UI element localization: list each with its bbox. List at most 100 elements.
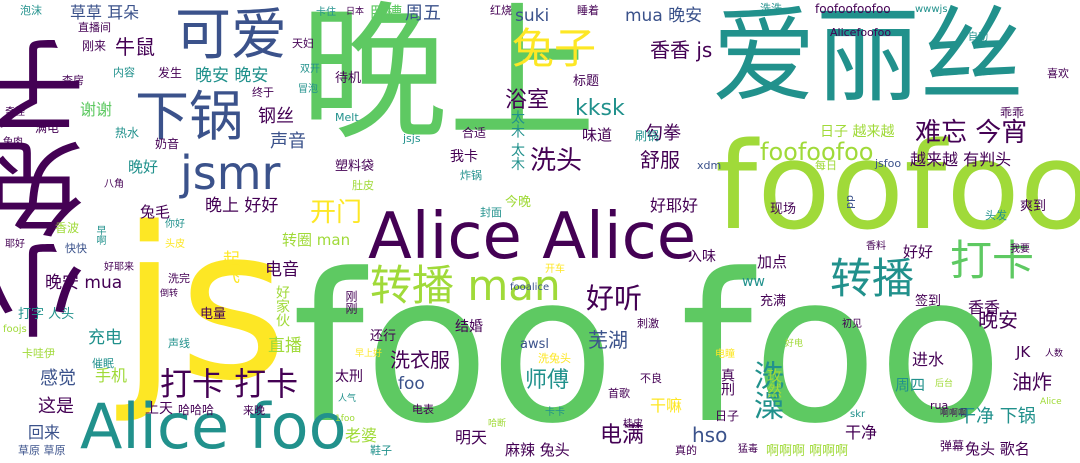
word-kaka: 卡卡 <box>545 407 565 418</box>
word-zaoa: 早啊 <box>94 225 105 245</box>
word-biaoti: 标题 <box>573 74 600 89</box>
word-diantong: 电瞳 <box>715 349 735 360</box>
word-maopao: 冒泡 <box>298 84 318 95</box>
word-naiyin: 奶音 <box>155 137 180 151</box>
word-foofoofoo: foofoofoo <box>760 138 874 166</box>
word-chongdian: 充电 <box>88 328 122 348</box>
word-yuelaiyue-youpantou: 越来越 有判头 <box>910 150 1012 169</box>
word-xiangbo: 香波 <box>55 221 80 235</box>
word-aaa-aaa: 啊啊啊 啊啊啊 <box>766 444 849 459</box>
word-zhuanquan-man: 转圈 man <box>282 231 351 249</box>
word-hongshao: 红烧 <box>490 4 512 17</box>
word-tutou-geming: 兔头 歌名 <box>965 440 1030 458</box>
word-chongman: 充满 <box>760 294 787 309</box>
word-daka: 打卡 <box>950 236 1035 285</box>
word-zhongyu: 终于 <box>252 86 274 99</box>
word-houtai: 后台 <box>935 379 954 389</box>
word-foo: foo <box>398 374 425 394</box>
word-zhousi: 周四 <box>895 376 926 394</box>
word-zhibojian: 直播间 <box>78 21 111 34</box>
word-jsfoo: jsfoo <box>875 157 902 170</box>
word-daozhuan: 倒转 <box>160 289 179 299</box>
word-jinshui: 进水 <box>912 350 945 369</box>
word-youzha: 油炸 <box>1012 370 1052 394</box>
word-wanshang-haohao: 晚上 好好 <box>205 196 279 216</box>
word-meiran: 玫然 <box>765 368 783 398</box>
word-heshi: 合适 <box>462 126 487 140</box>
word-wwwjs: wwwjs <box>915 4 948 15</box>
word-bajiao: 八角 <box>104 179 124 190</box>
word-kaimen: 开门 <box>310 198 363 228</box>
word-ruwei: 入味 <box>688 249 716 265</box>
word-ganjue: 感觉 <box>40 368 76 389</box>
word-foojs: foojs <box>3 324 27 335</box>
word-shouji: 手机 <box>95 366 128 385</box>
word-guipi: 桂皮 <box>623 419 643 430</box>
word-daiji: 待机 <box>335 71 362 86</box>
word-zhouwu: 周五 <box>405 3 441 24</box>
word-zhibo: 直播 <box>268 336 302 356</box>
word-js: js <box>120 182 288 427</box>
word-weidao: 味道 <box>582 126 613 144</box>
word-hso: hso <box>692 423 728 447</box>
word-chafang: 查房 <box>62 74 84 87</box>
word-awsl: awsl <box>520 337 549 352</box>
word-mala-tutou: 麻辣 兔头 <box>505 441 570 459</box>
word-neirong: 内容 <box>113 66 135 79</box>
word-huilai: 回来 <box>28 423 61 442</box>
word-dianbiao: 电表 <box>412 403 434 416</box>
word-nanwang-jinxiao: 难忘 今宵 <box>915 118 1028 148</box>
word-toufa: 头发 <box>985 209 1007 222</box>
word-kazhu: 卡住 <box>316 7 336 18</box>
word-suliaodai: 塑料袋 <box>335 159 375 174</box>
word-xiaguo: 下锅 <box>135 85 243 148</box>
word-turou: 兔肉 <box>3 137 23 148</box>
word-mengdu: 猛毒 <box>738 444 758 455</box>
word-alicefoofoo: Alicefoofoo <box>830 26 892 39</box>
word-wanan-wanan: 晚安 晚安 <box>195 66 269 86</box>
word-wanhao: 晚好 <box>128 158 159 176</box>
word-gangsi: 钢丝 <box>258 106 294 127</box>
word-alice-foo: Alice foo <box>80 390 347 463</box>
word-haduan: 哈断 <box>488 419 507 429</box>
word-qifei: 起飞 <box>219 250 239 284</box>
word-nihao: 你好 <box>165 219 185 230</box>
word-keai: 可爱 <box>175 3 287 68</box>
word-taimu-taimu: 太木 太木 <box>509 110 525 171</box>
word-cuimian: 催眠 <box>92 357 114 370</box>
word-meiri: 每日 <box>815 159 837 172</box>
word-jiadian: 加点 <box>757 253 788 271</box>
word-xitutou: 洗兔头 <box>538 352 571 365</box>
word-laiwan: 来晚 <box>243 404 265 417</box>
word-laopo: 老婆 <box>345 426 378 445</box>
word-wanan-mua: 晚安 mua <box>45 273 123 293</box>
word-xiangxiang-js: 香香 js <box>650 38 713 62</box>
word-caocao-erduo: 草草 耳朵 <box>70 3 140 22</box>
word-dianyin: 电音 <box>265 260 299 280</box>
word-ganjing-xiaguo: 干净 下锅 <box>958 406 1036 427</box>
word-jiehun: 结婚 <box>455 319 483 335</box>
word-fasheng: 发生 <box>158 66 183 80</box>
word-woka: 我卡 <box>450 149 478 165</box>
word-zhende: 真的 <box>675 444 697 457</box>
word-dupi: 肚皮 <box>352 179 374 192</box>
word-tumao: 兔毛 <box>140 203 171 221</box>
word-1foo: 1foo <box>335 414 355 424</box>
word-dazi-rentou: 打字 人头 <box>18 307 75 322</box>
word-xiyifu: 洗衣服 <box>390 348 450 372</box>
word-shuangkai: 双开 <box>300 64 320 75</box>
word-rua: rua <box>930 399 949 412</box>
word-shifu: 师傅 <box>525 368 570 393</box>
word-ganjing: 干净 <box>845 423 878 442</box>
word-ailisi: 爱丽丝 <box>712 0 1025 117</box>
word-shufu: 舒服 <box>640 148 680 172</box>
word-zidong: 自动 <box>968 32 988 43</box>
word-alice: Alice <box>1040 397 1062 407</box>
word-melt: Melt <box>335 111 359 124</box>
word-skr: skr <box>850 409 866 420</box>
word-niushu: 牛鼠 <box>115 35 155 59</box>
word-dianman: 电满 <box>600 423 645 448</box>
word-foofoo: foofoo <box>715 118 1080 257</box>
word-wanshang: 晚上 <box>300 0 596 160</box>
